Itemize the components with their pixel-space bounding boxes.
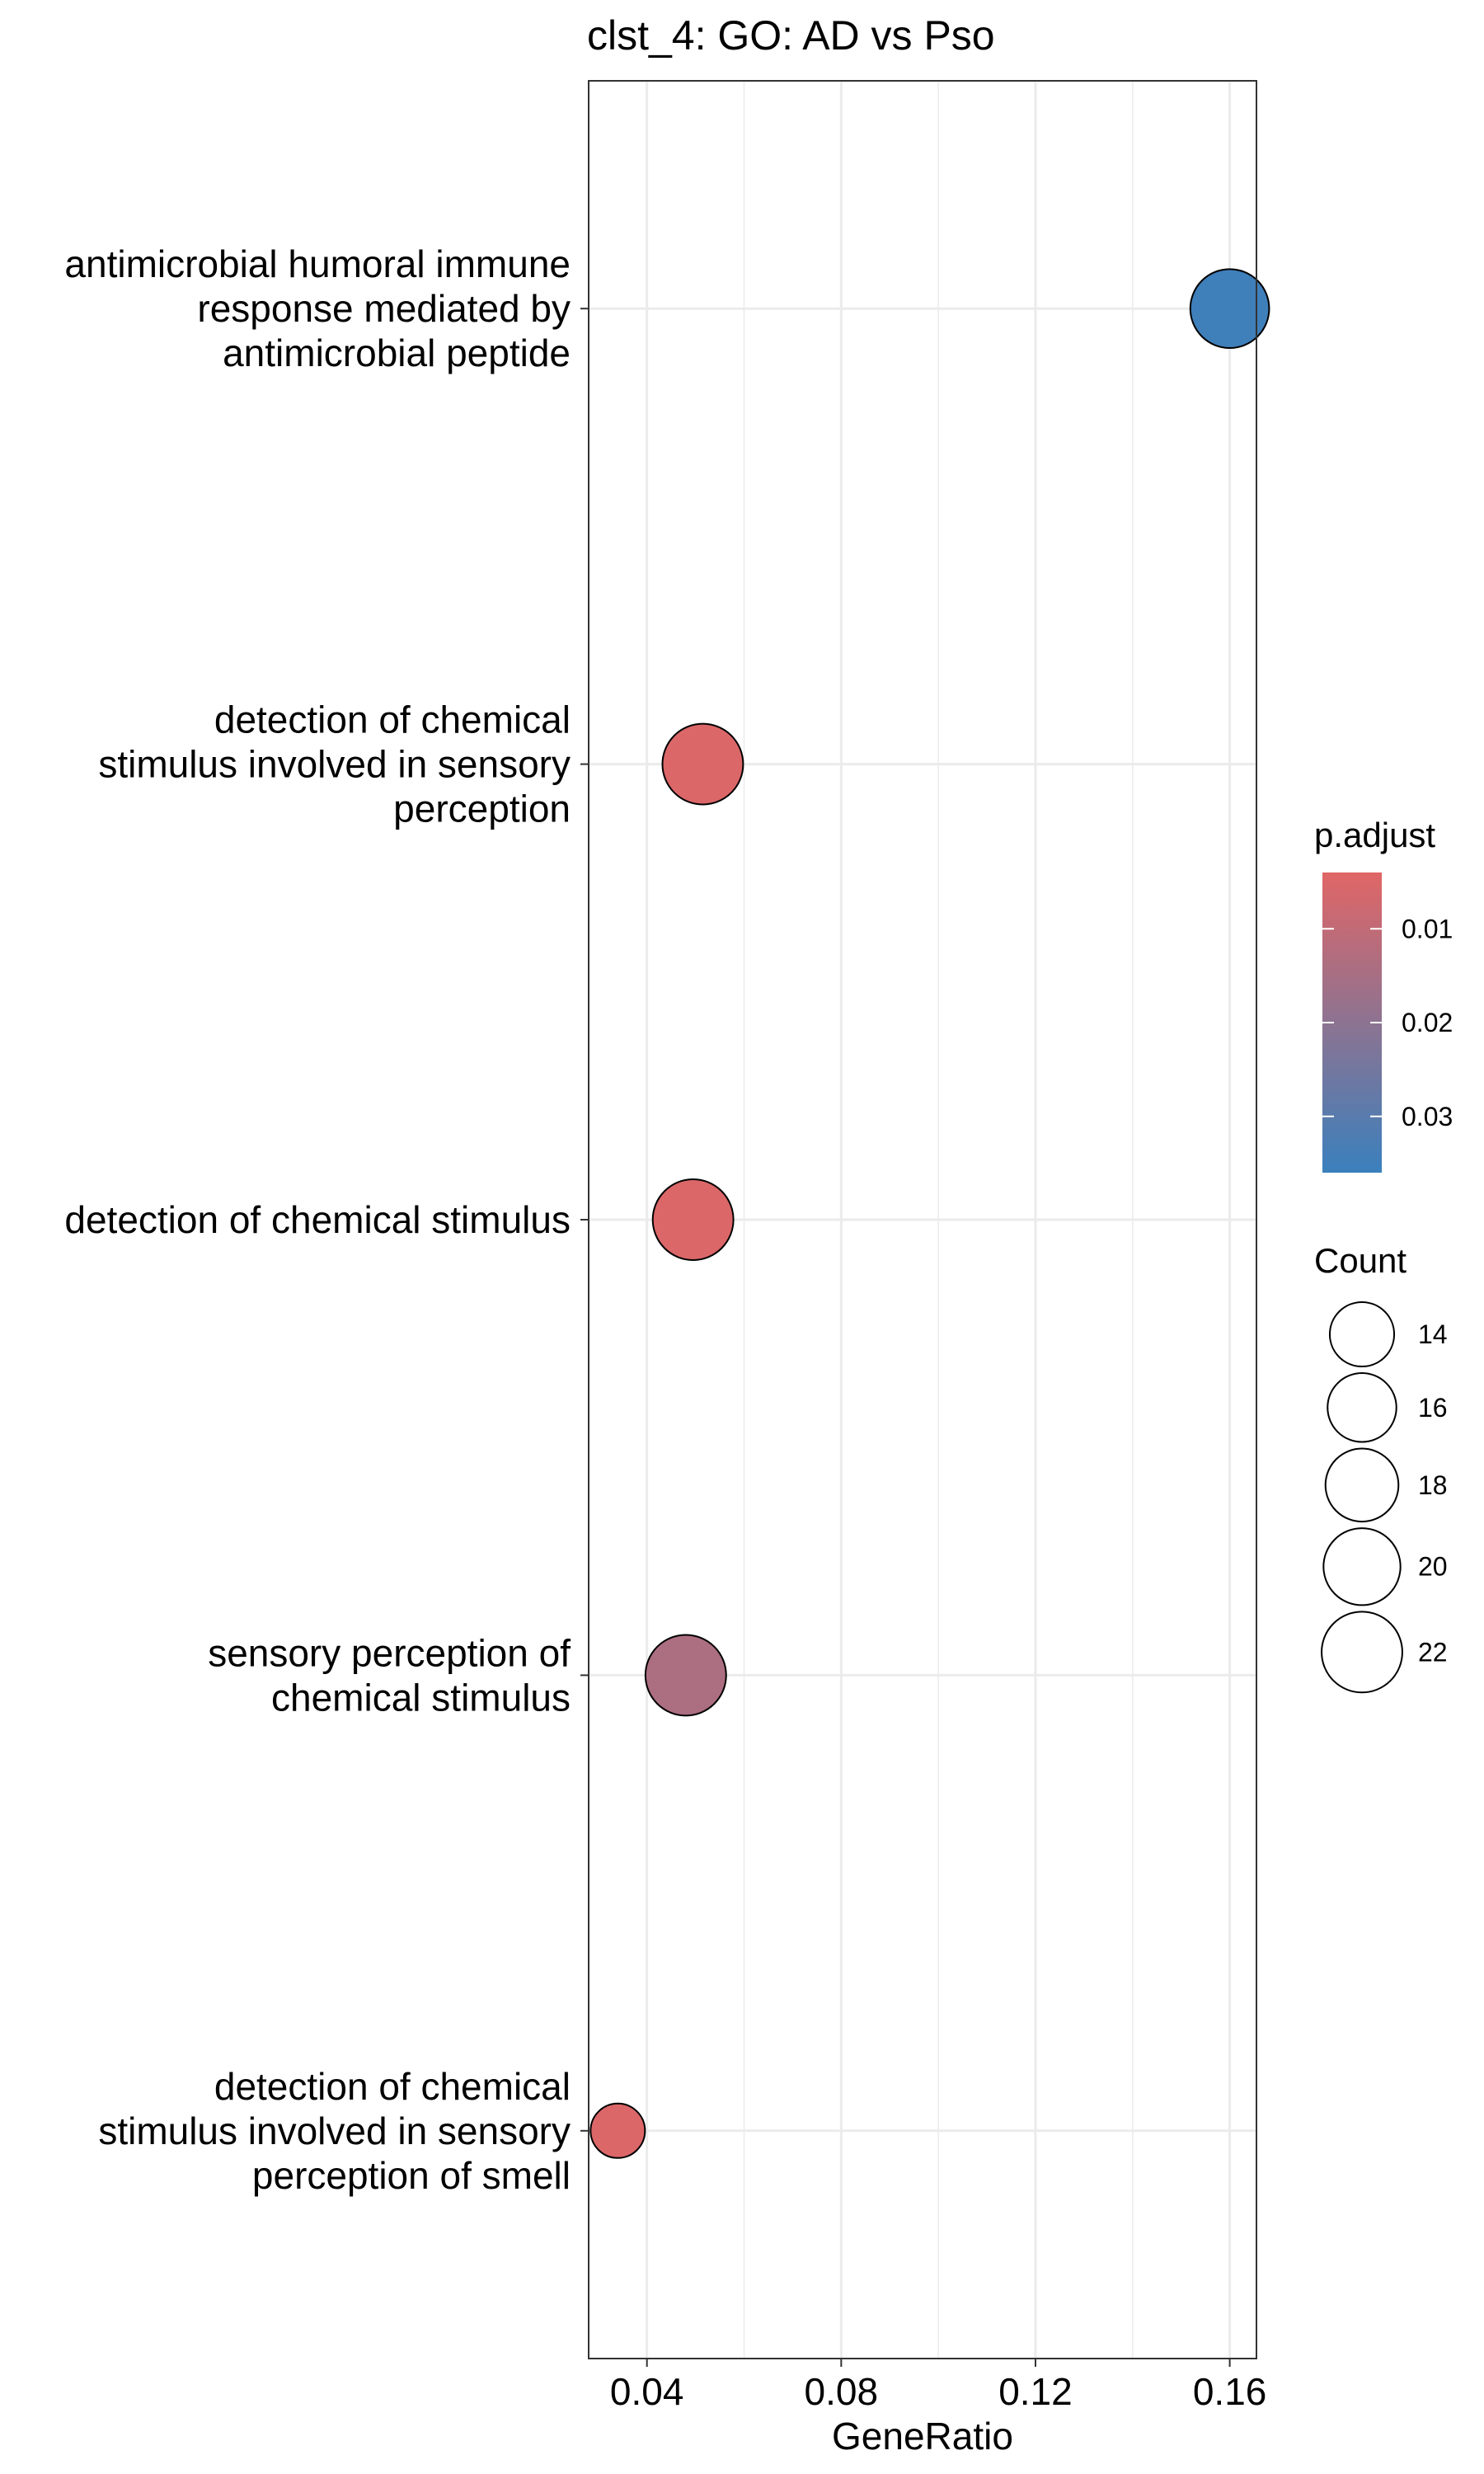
data-point [651, 1178, 735, 1261]
color-bar-label: 0.03 [1402, 1102, 1453, 1131]
y-category-label: perception of smell [252, 2154, 571, 2197]
x-tick-label: 0.08 [805, 2370, 879, 2413]
data-points [589, 268, 1270, 2159]
count-legend-key [1321, 1611, 1403, 1694]
y-category-label: detection of chemical [214, 698, 571, 741]
count-legend-label: 14 [1418, 1319, 1448, 1349]
x-axis: 0.04 0.08 0.12 0.16 [610, 2359, 1266, 2413]
count-legend-title: Count [1314, 1241, 1407, 1280]
data-point [661, 722, 744, 806]
chart-title: clst_4: GO: AD vs Pso [587, 12, 995, 59]
y-category-label: antimicrobial humoral immune [64, 242, 571, 285]
color-bar-label: 0.01 [1402, 914, 1453, 943]
count-legend: Count 14 16 18 20 22 [1314, 1241, 1448, 1694]
count-legend-label: 22 [1418, 1637, 1448, 1667]
y-category-label: stimulus involved in sensory [98, 743, 571, 786]
p-adjust-legend: p.adjust 0.01 0.02 0.03 [1314, 816, 1453, 1173]
y-category-label: sensory perception of [208, 1631, 571, 1674]
count-legend-label: 20 [1418, 1552, 1448, 1582]
y-category-label: perception [393, 788, 571, 830]
y-category-label: antimicrobial peptide [223, 332, 571, 374]
data-point [589, 2102, 646, 2159]
y-category-label: chemical stimulus [271, 1676, 571, 1719]
p-adjust-legend-title: p.adjust [1314, 816, 1435, 854]
data-point [644, 1634, 727, 1717]
color-bar-label: 0.02 [1402, 1008, 1453, 1037]
x-tick-label: 0.04 [610, 2370, 684, 2413]
x-tick-label: 0.12 [998, 2370, 1073, 2413]
y-category-label: response mediated by [197, 287, 571, 330]
y-category-label: detection of chemical stimulus [64, 1198, 571, 1241]
count-legend-key [1324, 1447, 1400, 1523]
y-category-label: stimulus involved in sensory [98, 2109, 571, 2152]
count-legend-key [1322, 1527, 1402, 1606]
count-legend-key [1327, 1372, 1397, 1443]
count-legend-label: 18 [1418, 1470, 1448, 1500]
x-axis-title: GeneRatio [832, 2415, 1013, 2458]
x-tick-label: 0.16 [1193, 2370, 1267, 2413]
data-point [1189, 268, 1270, 350]
y-category-label: detection of chemical [214, 2065, 571, 2108]
count-legend-label: 16 [1418, 1393, 1448, 1423]
count-legend-key [1328, 1300, 1396, 1368]
